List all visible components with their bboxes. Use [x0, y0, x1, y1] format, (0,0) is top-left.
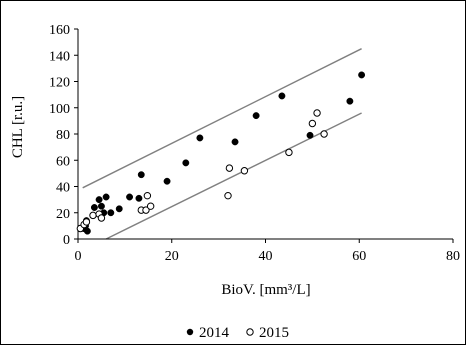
- data-point-2014: [115, 205, 123, 213]
- y-tick-label: 40: [56, 181, 70, 196]
- x-tick-label: 80: [446, 249, 460, 264]
- data-point-2014: [306, 131, 314, 139]
- data-point-2015: [224, 191, 232, 200]
- legend-marker-2015: [246, 328, 254, 336]
- legend: 2014 2015: [186, 325, 289, 341]
- data-point-2014: [196, 134, 204, 142]
- legend-label-2014: 2014: [199, 325, 230, 341]
- data-point-2014: [83, 227, 91, 235]
- data-point-2014: [252, 112, 260, 120]
- data-point-2014: [182, 159, 190, 167]
- reference-line-2: [105, 112, 362, 240]
- data-point-2014: [163, 177, 171, 185]
- y-tick-label: 60: [56, 154, 70, 169]
- data-point-2015: [225, 164, 234, 172]
- data-point-2014: [137, 171, 145, 179]
- data-point-2014: [102, 193, 110, 201]
- x-tick-label: 0: [75, 249, 82, 264]
- data-point-2015: [146, 202, 155, 210]
- x-tick-label: 20: [165, 249, 179, 264]
- data-point-2015: [89, 211, 97, 220]
- x-tick-label: 60: [352, 249, 366, 264]
- data-point-2014: [346, 97, 354, 105]
- data-point-2014: [126, 193, 134, 201]
- data-point-2015: [313, 109, 321, 117]
- data-point-2014: [135, 194, 143, 202]
- y-tick-label: 20: [56, 207, 70, 222]
- data-point-2014: [358, 71, 366, 79]
- y-axis-label: CHL [r.u.]: [10, 96, 26, 158]
- reference-lines: [82, 48, 362, 240]
- y-tick-label: 0: [63, 233, 70, 248]
- x-axis-label: BioV. [mm³/L]: [221, 282, 310, 298]
- data-point-2015: [97, 214, 106, 222]
- data-points: [76, 71, 366, 235]
- y-axis-ticks: 0 20 40 60 80 100 120 140 160: [49, 23, 78, 248]
- axes: [77, 29, 453, 240]
- data-point-2014: [97, 202, 105, 210]
- y-tick-label: 160: [49, 23, 70, 38]
- data-point-2015: [142, 206, 150, 214]
- data-point-2015: [320, 130, 328, 138]
- y-tick-label: 100: [49, 102, 70, 117]
- data-point-2014: [90, 204, 98, 211]
- data-point-2014: [278, 92, 286, 100]
- y-tick-label: 80: [56, 128, 70, 143]
- x-tick-label: 40: [259, 249, 273, 264]
- legend-label-2015: 2015: [259, 325, 289, 341]
- data-point-2015: [82, 218, 91, 226]
- x-axis-ticks: 0 20 40 60 80: [75, 239, 460, 264]
- y-tick-label: 120: [49, 76, 70, 91]
- data-point-2014: [95, 196, 103, 204]
- data-point-2015: [285, 148, 293, 157]
- reference-line-1: [82, 48, 362, 189]
- data-point-2015: [240, 167, 249, 175]
- data-point-2015: [308, 119, 317, 128]
- y-tick-label: 140: [49, 49, 70, 64]
- data-point-2015: [143, 191, 152, 200]
- data-point-2014: [231, 138, 239, 146]
- data-point-2014: [107, 209, 115, 217]
- legend-marker-2014: [186, 328, 194, 336]
